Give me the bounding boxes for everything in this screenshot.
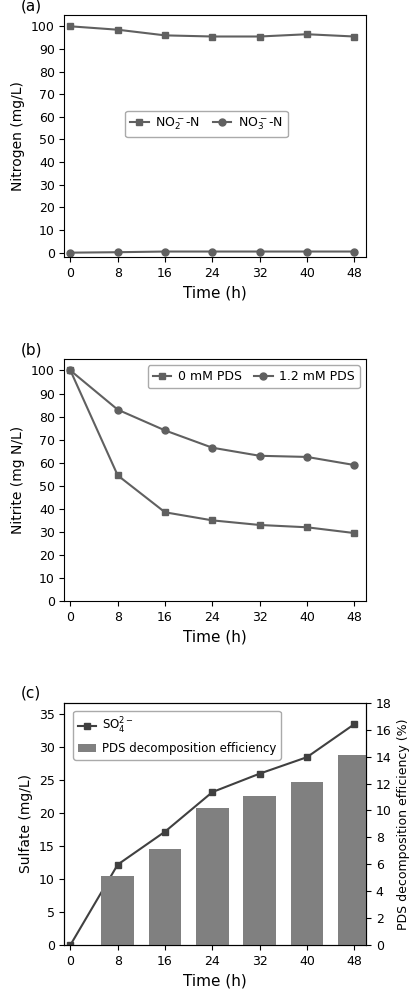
0 mM PDS (305, 521, 310, 533)
0 mM PDS (68, 364, 73, 376)
1.2 mM PDS (305, 451, 310, 463)
0 mM PDS (352, 527, 357, 539)
Line: NO$_2^-$-N: NO$_2^-$-N (67, 23, 358, 40)
Y-axis label: Sulfate (mg/L): Sulfate (mg/L) (19, 774, 33, 873)
Bar (196, 808, 228, 945)
X-axis label: Time (h): Time (h) (183, 629, 247, 644)
SO$_4^{2-}$ (257, 768, 262, 780)
1.2 mM PDS (163, 424, 168, 436)
SO$_4^{2-}$ (352, 718, 357, 730)
1.2 mM PDS (68, 364, 73, 376)
Bar (102, 876, 134, 945)
0 mM PDS (115, 469, 120, 481)
Y-axis label: Nitrite (mg N/L): Nitrite (mg N/L) (11, 426, 25, 534)
NO$_3^-$-N (163, 246, 168, 258)
SO$_4^{2-}$ (68, 939, 73, 951)
NO$_2^-$-N (115, 24, 120, 36)
Legend: NO$_2^-$-N, NO$_3^-$-N: NO$_2^-$-N, NO$_3^-$-N (125, 111, 287, 137)
Text: (b): (b) (21, 342, 42, 357)
NO$_3^-$-N (210, 246, 215, 258)
Bar (338, 755, 371, 945)
NO$_3^-$-N (305, 246, 310, 258)
Bar (243, 796, 276, 945)
Y-axis label: PDS decomposition efficiency (%): PDS decomposition efficiency (%) (397, 718, 410, 930)
Legend: 0 mM PDS, 1.2 mM PDS: 0 mM PDS, 1.2 mM PDS (148, 365, 360, 388)
1.2 mM PDS (352, 459, 357, 471)
0 mM PDS (163, 506, 168, 518)
Line: 1.2 mM PDS: 1.2 mM PDS (67, 367, 358, 468)
0 mM PDS (210, 514, 215, 526)
NO$_3^-$-N (257, 246, 262, 258)
Text: (a): (a) (21, 0, 42, 13)
NO$_2^-$-N (257, 31, 262, 43)
SO$_4^{2-}$ (163, 826, 168, 838)
SO$_4^{2-}$ (210, 786, 215, 798)
1.2 mM PDS (115, 404, 120, 416)
1.2 mM PDS (210, 442, 215, 454)
0 mM PDS (257, 519, 262, 531)
NO$_2^-$-N (68, 20, 73, 32)
Text: (c): (c) (21, 686, 41, 701)
NO$_3^-$-N (68, 247, 73, 259)
Bar (291, 782, 323, 945)
NO$_3^-$-N (352, 246, 357, 258)
NO$_2^-$-N (210, 31, 215, 43)
X-axis label: Time (h): Time (h) (183, 285, 247, 300)
NO$_2^-$-N (305, 28, 310, 40)
Legend: SO$_4^{2-}$, PDS decomposition efficiency: SO$_4^{2-}$, PDS decomposition efficienc… (73, 711, 281, 760)
Line: 0 mM PDS: 0 mM PDS (67, 367, 358, 537)
X-axis label: Time (h): Time (h) (183, 973, 247, 988)
Y-axis label: Nitrogen (mg/L): Nitrogen (mg/L) (11, 81, 25, 191)
NO$_2^-$-N (163, 29, 168, 41)
Bar (149, 849, 181, 945)
NO$_3^-$-N (115, 246, 120, 258)
1.2 mM PDS (257, 450, 262, 462)
NO$_2^-$-N (352, 31, 357, 43)
SO$_4^{2-}$ (305, 751, 310, 763)
Line: SO$_4^{2-}$: SO$_4^{2-}$ (67, 721, 358, 948)
SO$_4^{2-}$ (115, 859, 120, 871)
Line: NO$_3^-$-N: NO$_3^-$-N (67, 248, 358, 256)
